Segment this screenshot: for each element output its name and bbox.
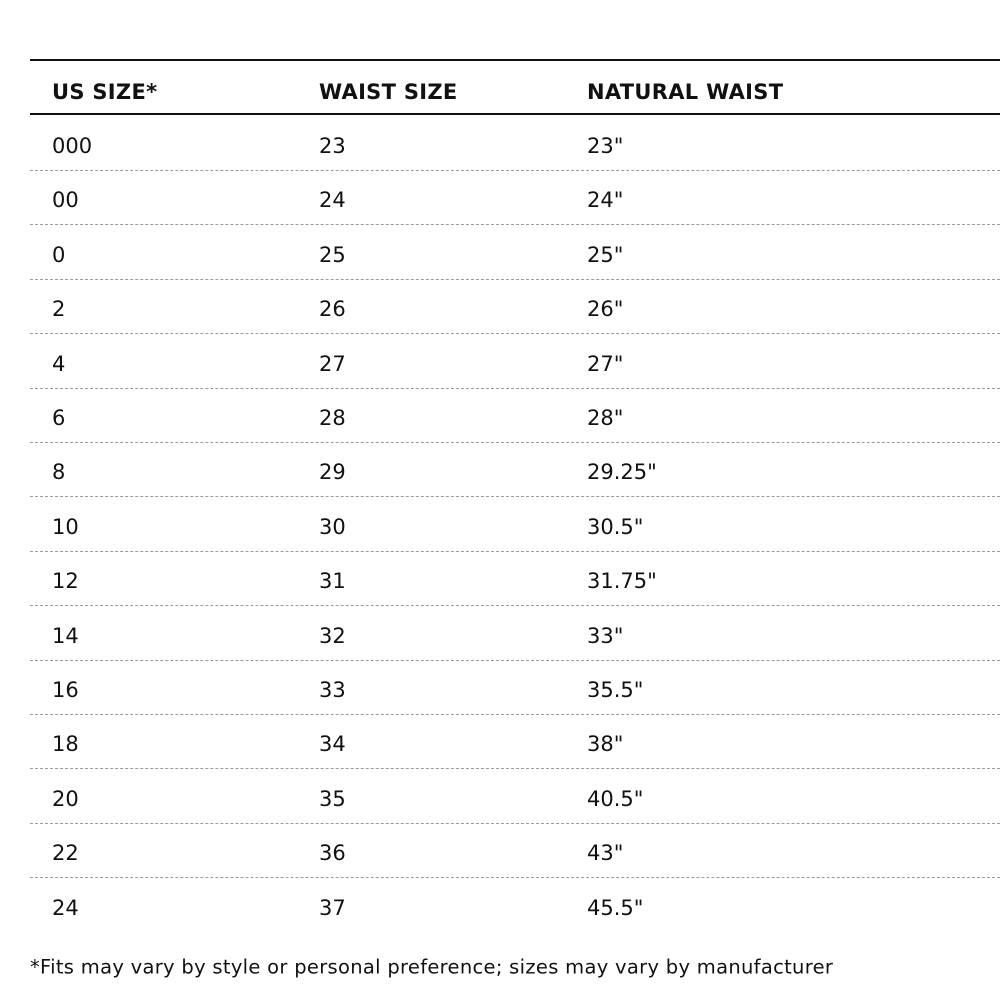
table-cell: 27 xyxy=(319,351,346,376)
table-cell: 000 xyxy=(52,134,93,158)
header-rule xyxy=(30,113,1000,115)
table-cell: 27" xyxy=(587,351,624,376)
table-cell: 00 xyxy=(52,188,79,213)
table-cell: 25 xyxy=(319,242,346,267)
row-divider xyxy=(30,550,1000,552)
table-cell: 16 xyxy=(52,678,79,702)
row-divider xyxy=(30,768,1000,770)
table-cell: 22 xyxy=(52,841,79,866)
table-cell: 23" xyxy=(587,134,624,158)
table-cell: 40.5" xyxy=(587,786,644,811)
table-cell: 33 xyxy=(319,678,346,702)
row-divider xyxy=(30,877,1000,879)
table-cell: 28" xyxy=(587,406,624,430)
table-cell: 24 xyxy=(52,895,79,920)
column-header: NATURAL WAIST xyxy=(587,80,784,104)
table-cell: 2 xyxy=(52,297,66,322)
row-divider xyxy=(30,387,1000,389)
column-header: WAIST SIZE xyxy=(319,80,458,104)
table-cell: 29 xyxy=(319,460,346,485)
table-cell: 14 xyxy=(52,623,79,648)
row-divider xyxy=(30,822,1000,824)
table-cell: 0 xyxy=(52,242,66,267)
table-cell: 10 xyxy=(52,514,79,539)
table-cell: 29.25" xyxy=(587,460,657,485)
table-cell: 25" xyxy=(587,242,624,267)
table-cell: 35.5" xyxy=(587,678,644,702)
row-divider xyxy=(30,442,1000,443)
table-cell: 30.5" xyxy=(587,514,644,539)
table-cell: 28 xyxy=(319,406,346,430)
row-divider xyxy=(30,224,1000,226)
table-cell: 36 xyxy=(319,841,346,866)
table-cell: 12 xyxy=(52,569,79,594)
table-cell: 8 xyxy=(52,460,66,485)
table-cell: 30 xyxy=(319,514,346,539)
top-rule xyxy=(30,59,1000,61)
table-cell: 20 xyxy=(52,786,79,811)
table-cell: 34 xyxy=(319,732,346,757)
row-divider xyxy=(30,659,1000,661)
table-cell: 23 xyxy=(319,134,346,158)
table-cell: 24" xyxy=(587,188,624,213)
row-divider xyxy=(30,333,1000,335)
table-cell: 4 xyxy=(52,351,66,376)
table-cell: 37 xyxy=(319,895,346,920)
column-header: US SIZE* xyxy=(52,80,158,104)
table-cell: 33" xyxy=(587,623,624,648)
table-cell: 35 xyxy=(319,786,346,811)
table-cell: 26" xyxy=(587,297,624,322)
table-cell: 24 xyxy=(319,188,346,213)
row-divider xyxy=(30,605,1000,607)
table-cell: 31 xyxy=(319,569,346,594)
footnote: *Fits may vary by style or personal pref… xyxy=(30,955,834,979)
table-cell: 18 xyxy=(52,732,79,757)
table-cell: 6 xyxy=(52,406,66,430)
table-cell: 45.5" xyxy=(587,895,644,920)
row-divider xyxy=(30,170,1000,171)
table-cell: 32 xyxy=(319,623,346,648)
table-cell: 43" xyxy=(587,841,624,866)
row-divider xyxy=(30,496,1000,498)
row-divider xyxy=(30,278,1000,280)
table-cell: 38" xyxy=(587,732,624,757)
table-cell: 31.75" xyxy=(587,569,657,594)
table-cell: 26 xyxy=(319,297,346,322)
row-divider xyxy=(30,714,1000,715)
